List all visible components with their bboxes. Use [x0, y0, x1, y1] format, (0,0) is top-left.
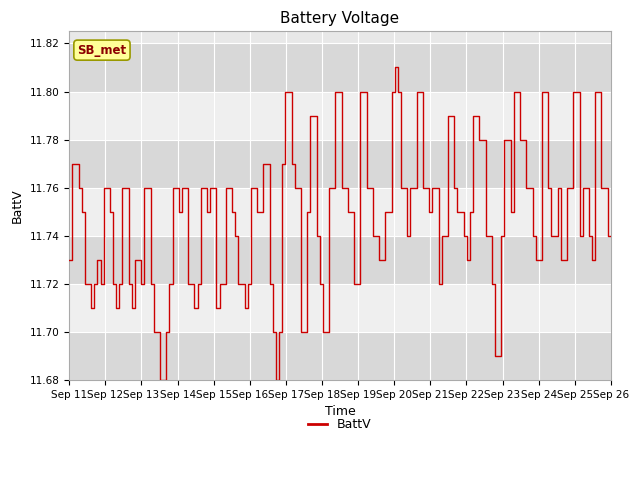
Legend: BattV: BattV [303, 413, 377, 436]
Bar [69, 44, 611, 92]
Bar [69, 332, 611, 380]
Text: SB_met: SB_met [77, 44, 127, 57]
Title: Battery Voltage: Battery Voltage [280, 11, 399, 26]
Y-axis label: BattV: BattV [11, 188, 24, 223]
X-axis label: Time: Time [324, 405, 355, 418]
Bar [69, 284, 611, 332]
Bar [69, 236, 611, 284]
Bar [69, 140, 611, 188]
Bar [69, 188, 611, 236]
Bar [69, 92, 611, 140]
